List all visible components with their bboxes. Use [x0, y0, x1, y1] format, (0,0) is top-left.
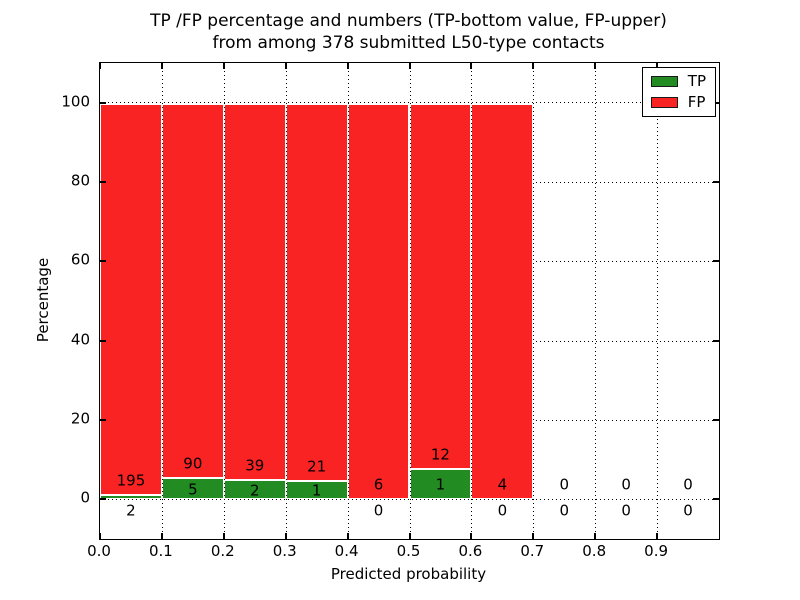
y-tick-label: 60 — [70, 250, 90, 269]
y-tick-mark — [100, 101, 106, 104]
x-tick-mark — [284, 533, 287, 539]
fp-count-label: 0 — [621, 475, 631, 494]
chart-title: TP /FP percentage and numbers (TP-bottom… — [99, 10, 718, 54]
fp-legend-swatch — [650, 97, 678, 108]
bar-tp-segment — [100, 495, 162, 500]
x-tick-mark — [160, 533, 163, 539]
chart-title-line1: TP /FP percentage and numbers (TP-bottom… — [150, 11, 667, 31]
x-tick-label: 0.6 — [458, 542, 483, 560]
bar-fp-segment — [100, 103, 162, 496]
fp-count-label: 195 — [116, 471, 146, 490]
v-gridline — [533, 63, 535, 539]
y-tick-mark — [713, 339, 719, 342]
tp-count-label: 2 — [126, 501, 136, 520]
x-tick-mark — [284, 63, 287, 69]
tp-count-label: 1 — [311, 481, 322, 500]
chart-title-line2: from among 378 submitted L50-type contac… — [212, 33, 605, 53]
plot-area: TP FP 195 2 90 5 39 2 21 1 6 0 12 1 4 0 0 0 0 0 0 0 — [99, 62, 720, 540]
tp-count-label: 5 — [188, 480, 198, 499]
bar-fp-segment — [285, 103, 348, 482]
x-tick-mark — [346, 533, 349, 539]
y-tick-label: 40 — [70, 330, 90, 349]
y-tick-mark — [100, 339, 106, 342]
y-tick-mark — [100, 260, 106, 263]
x-tick-label: 0.4 — [334, 542, 359, 560]
x-tick-mark — [532, 533, 535, 539]
bar-fp-segment — [223, 103, 286, 480]
x-tick-mark — [470, 533, 473, 539]
x-tick-label: 0.0 — [87, 542, 111, 560]
x-tick-label: 0.9 — [644, 542, 669, 560]
y-tick-mark — [713, 498, 719, 501]
x-tick-label: 0.3 — [272, 542, 297, 560]
fp-count-label: 39 — [245, 456, 265, 475]
bar-fp-segment — [471, 103, 534, 500]
x-tick-label: 0.7 — [520, 542, 545, 560]
y-tick-mark — [713, 419, 719, 421]
x-tick-mark — [470, 63, 473, 69]
x-axis-label: Predicted probability — [330, 565, 487, 583]
tp-count-label: 0 — [621, 501, 631, 520]
y-tick-mark — [713, 181, 719, 183]
fp-count-label: 0 — [559, 475, 570, 494]
x-tick-label: 0.1 — [148, 542, 173, 560]
y-tick-label: 100 — [61, 92, 90, 111]
x-tick-mark — [594, 63, 597, 69]
bar-fp-segment — [161, 103, 224, 479]
x-tick-mark — [160, 63, 163, 69]
v-gridline — [347, 63, 349, 539]
tp-count-label: 0 — [497, 501, 508, 520]
fp-count-label: 90 — [183, 454, 203, 473]
legend-item-tp: TP — [650, 72, 706, 90]
tp-legend-label: TP — [687, 72, 706, 90]
x-tick-mark — [99, 63, 101, 69]
y-tick-mark — [100, 419, 106, 421]
y-tick-mark — [713, 101, 719, 104]
v-gridline — [595, 63, 597, 539]
v-gridline — [409, 63, 411, 539]
x-tick-mark — [656, 63, 659, 69]
x-tick-mark — [408, 533, 411, 539]
legend-item-fp: FP — [650, 93, 706, 111]
fp-count-label: 4 — [497, 475, 508, 494]
y-tick-label: 0 — [80, 488, 90, 507]
x-tick-label: 0.5 — [396, 542, 421, 560]
x-tick-mark — [222, 533, 225, 539]
x-tick-mark — [408, 63, 411, 69]
bar-fp-segment — [409, 103, 472, 469]
v-gridline — [285, 63, 287, 539]
fp-count-label: 0 — [683, 475, 693, 494]
bar-fp-segment — [347, 103, 410, 500]
v-gridline — [161, 63, 163, 539]
fp-legend-label: FP — [687, 93, 706, 111]
y-tick-label: 80 — [70, 171, 90, 190]
fp-count-label: 21 — [307, 457, 327, 476]
v-gridline — [657, 63, 659, 539]
x-tick-mark — [222, 63, 225, 69]
tp-count-label: 1 — [435, 475, 446, 494]
y-axis-label: Percentage — [34, 257, 52, 343]
tp-legend-swatch — [650, 76, 678, 87]
y-tick-mark — [100, 181, 106, 183]
v-gridline — [471, 63, 473, 539]
x-tick-mark — [532, 63, 535, 69]
x-tick-mark — [656, 533, 659, 539]
legend: TP FP — [641, 67, 716, 117]
y-tick-mark — [713, 260, 719, 263]
tp-count-label: 0 — [559, 501, 570, 520]
x-tick-mark — [346, 63, 349, 69]
tp-count-label: 0 — [373, 501, 384, 520]
y-tick-mark — [100, 498, 106, 501]
fp-count-label: 6 — [373, 475, 384, 494]
v-gridline — [223, 63, 225, 539]
x-tick-mark — [99, 533, 101, 539]
x-tick-label: 0.8 — [582, 542, 607, 560]
y-tick-label: 20 — [70, 409, 90, 428]
tp-count-label: 0 — [683, 501, 693, 520]
tp-count-label: 2 — [249, 481, 260, 500]
x-tick-label: 0.2 — [210, 542, 235, 560]
x-tick-mark — [594, 533, 597, 539]
fp-count-label: 12 — [430, 445, 450, 464]
